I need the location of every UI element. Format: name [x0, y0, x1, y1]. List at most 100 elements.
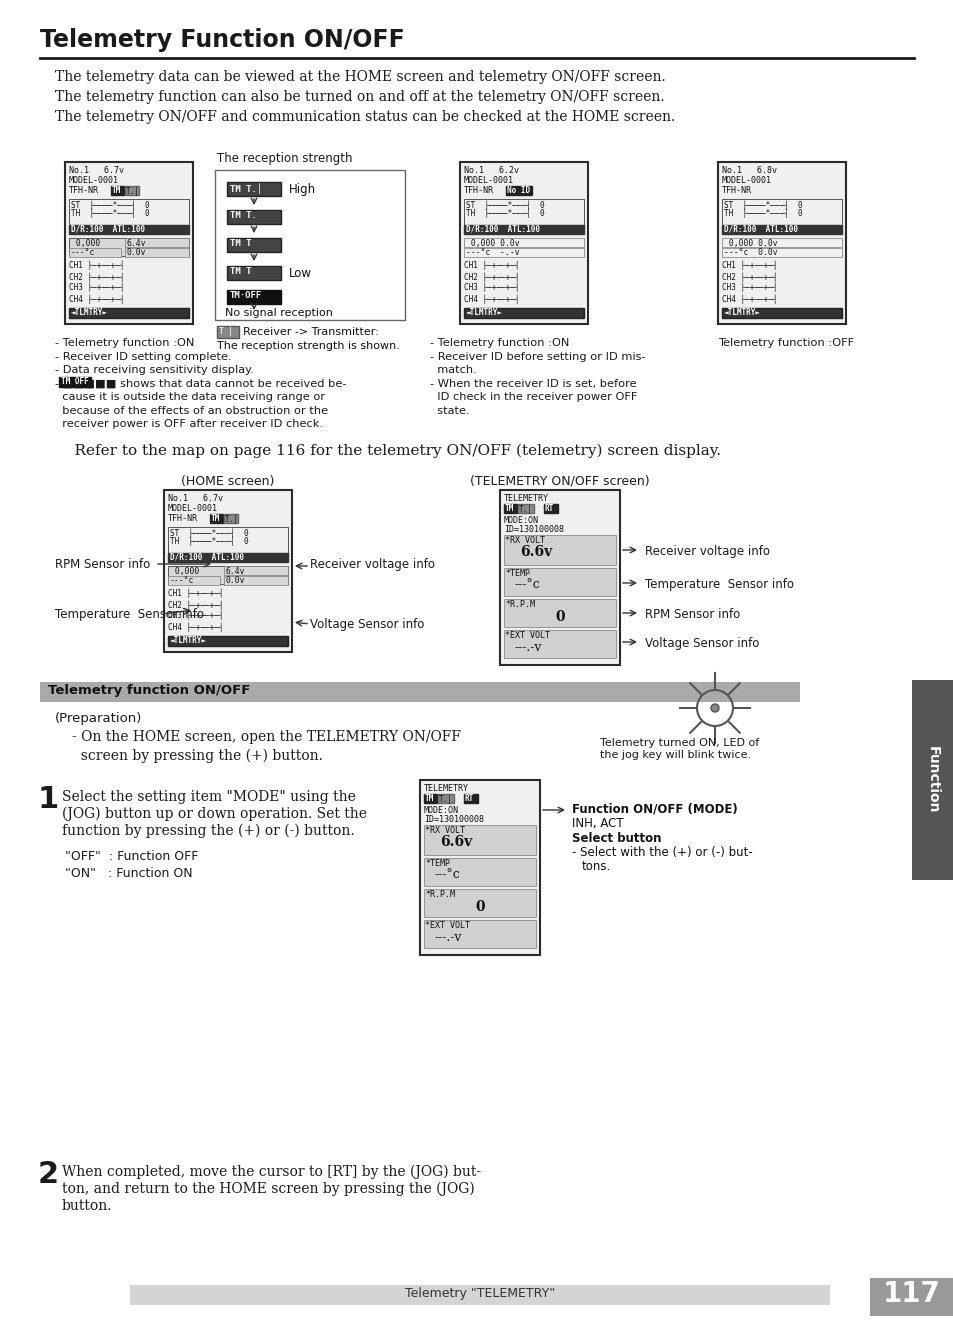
Text: CH3 ├─+──+─┤: CH3 ├─+──+─┤	[69, 283, 125, 292]
Text: TH  ├────*───┤  0: TH ├────*───┤ 0	[465, 208, 544, 219]
Bar	[227, 265, 281, 280]
Text: Temperature  Sensor info: Temperature Sensor info	[55, 608, 204, 621]
Bar	[224, 576, 288, 585]
Text: (Preparation): (Preparation)	[55, 713, 142, 725]
Text: ---°c: ---°c	[435, 868, 460, 881]
Bar	[69, 308, 189, 318]
Text: "ON"   : Function ON: "ON" : Function ON	[65, 867, 193, 880]
Text: 6.6v: 6.6v	[519, 545, 552, 559]
Text: TFH-NR: TFH-NR	[69, 186, 99, 195]
Text: 6.4v: 6.4v	[226, 567, 245, 576]
Text: 1: 1	[38, 786, 59, 813]
Text: INH, ACT: INH, ACT	[572, 817, 623, 829]
Bar	[227, 210, 281, 224]
Text: *RX VOLT: *RX VOLT	[424, 825, 464, 835]
Text: TM T: TM T	[230, 267, 252, 276]
Text: function by pressing the (+) or (-) button.: function by pressing the (+) or (-) butt…	[62, 824, 355, 839]
Text: 0,000: 0,000	[71, 239, 100, 248]
Text: Select button: Select button	[572, 832, 660, 845]
Text: ton, and return to the HOME screen by pressing the (JOG): ton, and return to the HOME screen by pr…	[62, 1182, 475, 1197]
Bar	[437, 794, 454, 803]
Text: state.: state.	[430, 406, 469, 415]
Bar	[227, 291, 281, 304]
Circle shape	[710, 705, 719, 713]
Text: TM·OFF: TM·OFF	[230, 291, 262, 300]
Text: MODEL-0001: MODEL-0001	[721, 176, 771, 184]
Bar	[721, 248, 841, 257]
Text: CH1 ├─+──+─┤: CH1 ├─+──+─┤	[168, 589, 223, 598]
Text: TM OFF: TM OFF	[61, 377, 89, 386]
Text: MODEL-0001: MODEL-0001	[168, 504, 218, 514]
Text: No.1   6.8v: No.1 6.8v	[721, 166, 776, 175]
Text: ID check in the receiver power OFF: ID check in the receiver power OFF	[430, 391, 637, 402]
Text: D/R:100  ATL:100: D/R:100 ATL:100	[465, 226, 539, 234]
Text: - Receiver ID before setting or ID mis-: - Receiver ID before setting or ID mis-	[430, 352, 645, 361]
Bar	[224, 514, 237, 523]
Text: MODEL-0001: MODEL-0001	[69, 176, 119, 184]
Text: TM T.│: TM T.│	[230, 183, 262, 194]
Text: cause it is outside the data receiving range or: cause it is outside the data receiving r…	[55, 391, 325, 402]
Text: TH  ├────*───┤  0: TH ├────*───┤ 0	[723, 208, 801, 219]
Text: D/R:100  ATL:100: D/R:100 ATL:100	[723, 226, 797, 234]
Text: D/R:100  ATL:100: D/R:100 ATL:100	[71, 226, 145, 234]
Text: 0.0v: 0.0v	[127, 248, 147, 257]
Text: Receiver -> Transmitter:: Receiver -> Transmitter:	[243, 326, 378, 337]
Text: CH2 ├─+──+─┤: CH2 ├─+──+─┤	[721, 272, 777, 281]
Bar	[227, 182, 281, 196]
Bar	[459, 162, 587, 324]
Text: Select the setting item "MODE" using the: Select the setting item "MODE" using the	[62, 790, 355, 804]
Text: 6.6v: 6.6v	[439, 835, 472, 849]
Text: *RX VOLT: *RX VOLT	[504, 536, 544, 545]
Text: Voltage Sensor info: Voltage Sensor info	[644, 637, 759, 650]
Text: CH4 ├─+──+─┤: CH4 ├─+──+─┤	[168, 622, 223, 632]
Bar	[463, 238, 583, 247]
Text: CH4 ├─+──+─┤: CH4 ├─+──+─┤	[463, 295, 519, 304]
Bar	[214, 170, 405, 320]
Bar	[69, 238, 189, 256]
Text: RT: RT	[544, 504, 554, 514]
Text: MODEL-0001: MODEL-0001	[463, 176, 514, 184]
Text: ---.-v: ---.-v	[435, 932, 462, 943]
Bar	[59, 377, 91, 387]
Text: 0,000: 0,000	[170, 567, 199, 576]
Text: - On the HOME screen, open the TELEMETRY ON/OFF: - On the HOME screen, open the TELEMETRY…	[71, 730, 460, 744]
Bar	[721, 308, 841, 318]
Bar	[517, 504, 534, 514]
Text: The reception strength is shown.: The reception strength is shown.	[216, 341, 399, 352]
Text: T.│: T.│	[438, 794, 453, 804]
Bar	[718, 162, 845, 324]
Text: Telemetry Function ON/OFF: Telemetry Function ON/OFF	[40, 28, 404, 52]
Text: ---°c: ---°c	[515, 579, 540, 591]
Text: Refer to the map on page 116 for the telemetry ON/OFF (telemetry) screen display: Refer to the map on page 116 for the tel…	[55, 445, 720, 458]
Text: 0.0v: 0.0v	[226, 576, 245, 585]
Bar	[869, 1278, 953, 1316]
Text: No ID: No ID	[506, 186, 530, 195]
Bar	[168, 527, 288, 553]
Bar	[463, 226, 583, 234]
Bar	[125, 248, 189, 257]
Text: receiver power is OFF after receiver ID check.: receiver power is OFF after receiver ID …	[55, 419, 323, 429]
Text: T.│: T.│	[126, 186, 140, 195]
Text: The reception strength: The reception strength	[216, 153, 352, 165]
Text: ---°c: ---°c	[170, 576, 194, 585]
Bar	[224, 567, 288, 575]
Text: The telemetry function can also be turned on and off at the telemetry ON/OFF scr: The telemetry function can also be turne…	[55, 90, 664, 104]
Text: ST  ├────*───┤  0: ST ├────*───┤ 0	[170, 528, 249, 537]
Bar	[503, 598, 616, 626]
Text: CH4 ├─+──+─┤: CH4 ├─+──+─┤	[721, 295, 777, 304]
Text: The telemetry data can be viewed at the HOME screen and telemetry ON/OFF screen.: The telemetry data can be viewed at the …	[55, 70, 665, 84]
Bar	[168, 576, 220, 585]
Bar	[503, 504, 517, 514]
Text: button.: button.	[62, 1200, 112, 1213]
Text: CH2 ├─+──+─┤: CH2 ├─+──+─┤	[168, 600, 223, 609]
Text: CH2 ├─+──+─┤: CH2 ├─+──+─┤	[463, 272, 519, 281]
Text: TH  ├────*───┤  0: TH ├────*───┤ 0	[71, 208, 150, 219]
Text: RPM Sensor info: RPM Sensor info	[55, 557, 150, 571]
Bar	[463, 248, 583, 257]
Text: Telemetry turned ON, LED of: Telemetry turned ON, LED of	[599, 738, 759, 748]
Bar	[423, 859, 536, 886]
Text: - Telemetry function :ON: - Telemetry function :ON	[55, 338, 194, 348]
Text: Telemetry function ON/OFF: Telemetry function ON/OFF	[48, 683, 250, 697]
Text: TFH-NR: TFH-NR	[463, 186, 494, 195]
Text: RPM Sensor info: RPM Sensor info	[644, 608, 740, 621]
